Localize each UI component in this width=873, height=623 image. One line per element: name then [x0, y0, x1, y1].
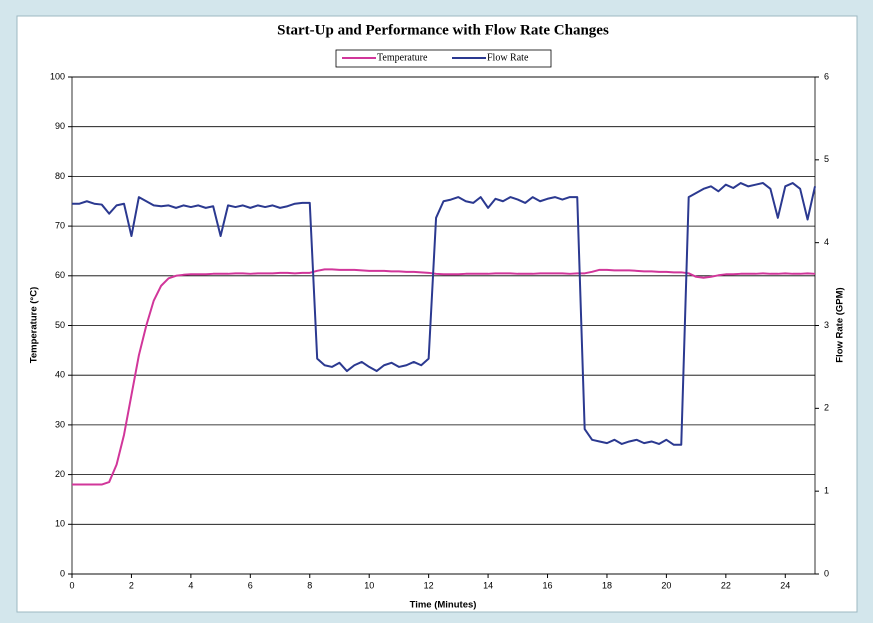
chart-title: Start-Up and Performance with Flow Rate …	[277, 22, 609, 38]
y2-axis-label: Flow Rate (GPM)	[835, 287, 846, 362]
x-tick-label: 12	[424, 580, 434, 590]
legend	[335, 49, 552, 68]
x-tick-label: 20	[661, 580, 671, 590]
y2-tick-label: 2	[824, 403, 829, 413]
line-series	[72, 182, 816, 446]
x-tick-label: 2	[129, 580, 134, 590]
x-tick-label: 4	[188, 580, 193, 590]
x-tick-label: 0	[69, 580, 74, 590]
x-tick-label: 8	[307, 580, 312, 590]
legend-label: Flow Rate	[487, 52, 529, 63]
y2-tick-label: 0	[824, 568, 829, 578]
line-series	[72, 268, 816, 486]
y-tick-label: 40	[55, 370, 65, 380]
x-axis-label: Time (Minutes)	[410, 600, 477, 611]
y2-tick-label: 4	[824, 237, 829, 247]
x-tick-label: 22	[721, 580, 731, 590]
y2-tick-label: 6	[824, 71, 829, 81]
y-tick-label: 20	[55, 469, 65, 479]
x-tick-label: 6	[248, 580, 253, 590]
y-tick-label: 30	[55, 419, 65, 429]
legend-label: Temperature	[377, 52, 428, 63]
y-tick-label: 60	[55, 270, 65, 280]
plot-area	[71, 76, 816, 575]
y-tick-label: 90	[55, 121, 65, 131]
x-tick-label: 16	[543, 580, 553, 590]
y2-tick-label: 3	[824, 320, 829, 330]
y2-tick-label: 5	[824, 154, 829, 164]
y-axis-label: Temperature (°C)	[29, 287, 40, 363]
y2-tick-label: 1	[824, 486, 829, 496]
y-tick-label: 10	[55, 519, 65, 529]
y-tick-label: 50	[55, 320, 65, 330]
y-tick-label: 100	[50, 71, 65, 81]
x-tick-label: 24	[780, 580, 790, 590]
x-tick-label: 14	[483, 580, 493, 590]
x-tick-label: 10	[364, 580, 374, 590]
x-tick-label: 18	[602, 580, 612, 590]
y-tick-label: 70	[55, 220, 65, 230]
y-tick-label: 0	[60, 568, 65, 578]
chart-frame	[16, 15, 858, 613]
y-tick-label: 80	[55, 171, 65, 181]
